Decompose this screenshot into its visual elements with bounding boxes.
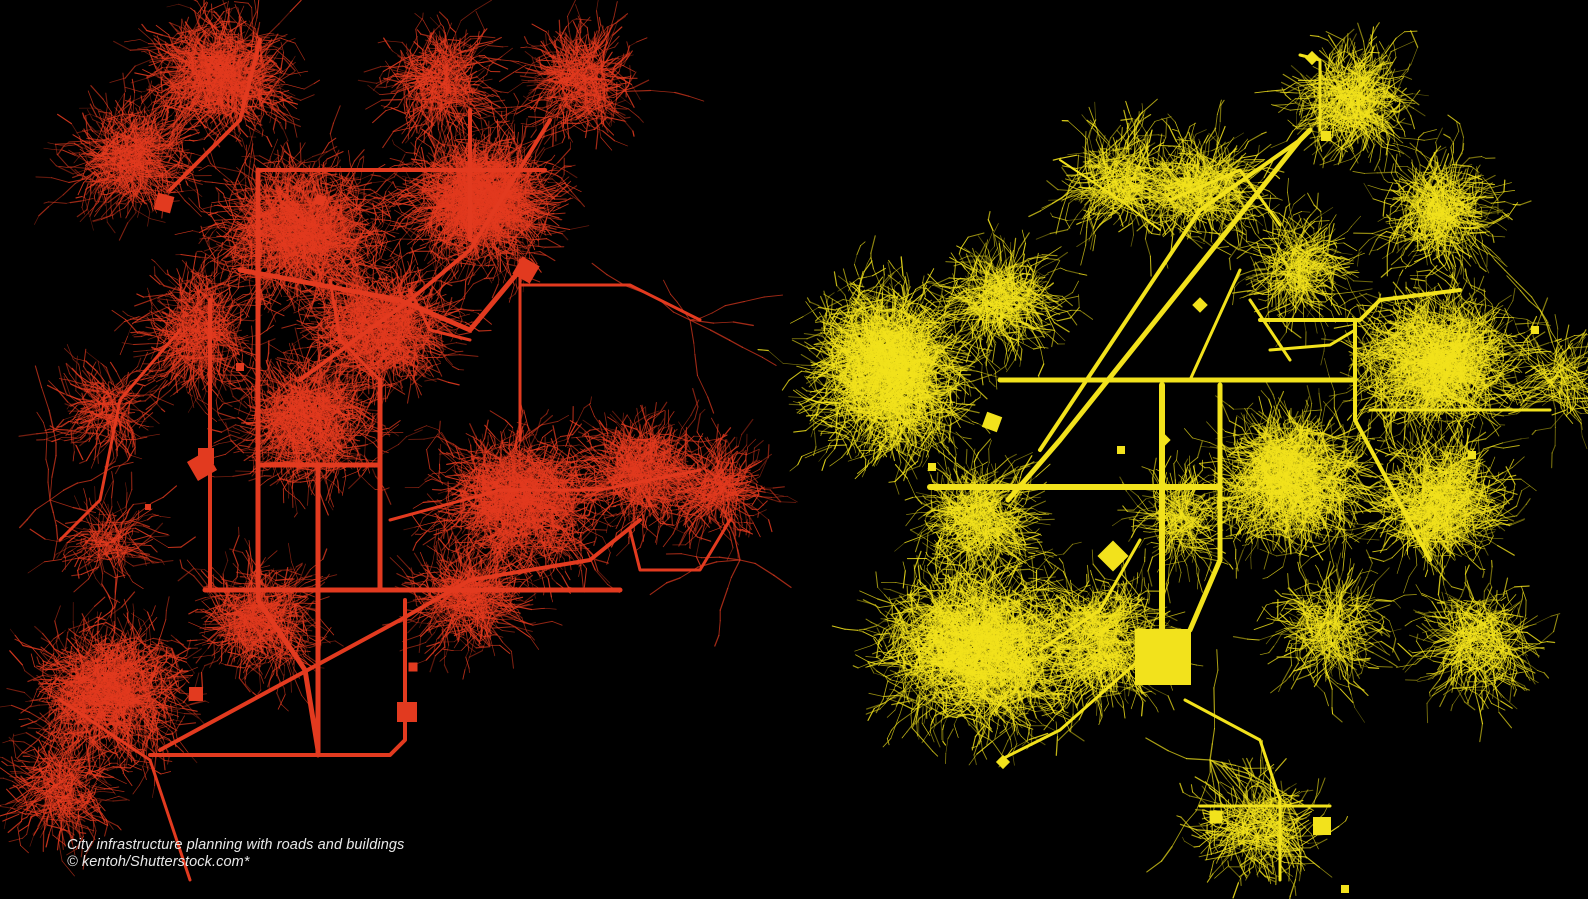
- image-caption: City infrastructure planning with roads …: [67, 837, 404, 871]
- caption-credit: © kentoh/Shutterstock.com*: [67, 854, 404, 871]
- caption-title: City infrastructure planning with roads …: [67, 837, 404, 854]
